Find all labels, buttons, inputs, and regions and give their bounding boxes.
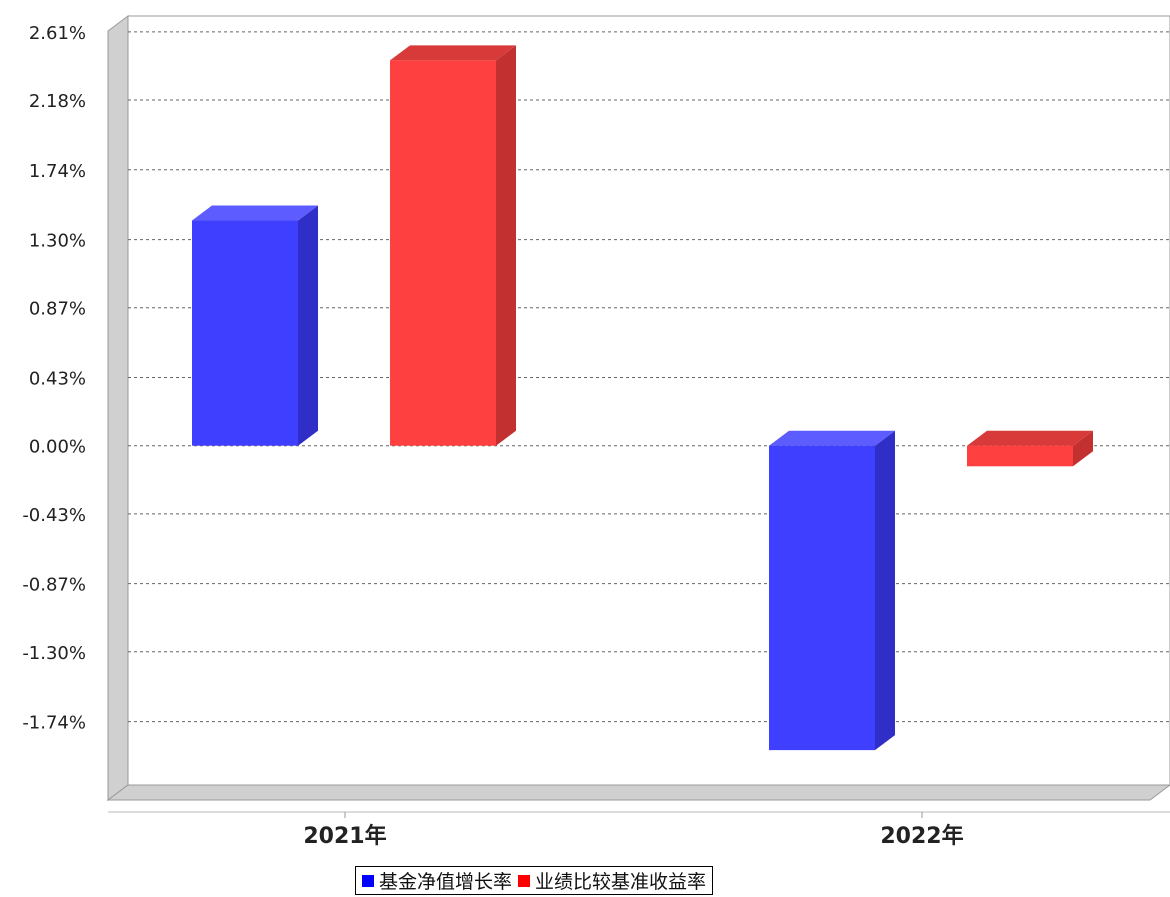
y-tick-label: -0.43%: [22, 505, 86, 526]
bar-side: [875, 430, 895, 751]
bar-side: [298, 205, 318, 446]
floor: [106, 784, 1170, 801]
bar-top: [192, 205, 318, 221]
y-tick-label: 2.61%: [29, 23, 86, 44]
bar: [390, 60, 496, 446]
y-axis-ticks: 2.61% 2.18% 1.74% 1.30% 0.87% 0.43% 0.00% -0.43…: [22, 23, 86, 734]
bar-side: [1073, 430, 1093, 467]
legend-item-benchmark: 业绩比较基准收益率: [518, 867, 706, 894]
x-tick-label: 2022年: [880, 823, 963, 849]
y-tick-label: -1.30%: [22, 643, 86, 664]
bar-top: [967, 430, 1093, 446]
y-tick-label: -0.87%: [22, 575, 86, 596]
y-tick-label: -1.74%: [22, 713, 86, 734]
y-tick-label: 0.00%: [29, 437, 86, 458]
left-wall: [107, 15, 129, 801]
y-tick-label: 1.74%: [29, 161, 86, 182]
legend-item-fund: 基金净值增长率: [362, 867, 512, 894]
legend-swatch-benchmark: [518, 874, 531, 887]
legend: 基金净值增长率 业绩比较基准收益率: [355, 866, 714, 895]
bar-top: [390, 45, 516, 61]
legend-swatch-fund: [362, 874, 374, 887]
y-tick-label: 0.43%: [29, 369, 86, 390]
y-tick-label: 1.30%: [29, 231, 86, 252]
legend-label-benchmark: 业绩比较基准收益率: [535, 871, 707, 893]
bar-top: [769, 430, 895, 446]
bar: [192, 220, 298, 446]
x-axis-ticks: 2021年 2022年: [303, 812, 964, 849]
bar: [967, 445, 1073, 467]
y-tick-label: 0.87%: [29, 299, 86, 320]
legend-label-fund: 基金净值增长率: [379, 871, 513, 893]
bar: [769, 445, 875, 751]
y-tick-label: 2.18%: [29, 91, 86, 112]
x-tick-label: 2021年: [303, 823, 386, 849]
bar-side: [496, 45, 516, 446]
bars: [192, 45, 1093, 751]
